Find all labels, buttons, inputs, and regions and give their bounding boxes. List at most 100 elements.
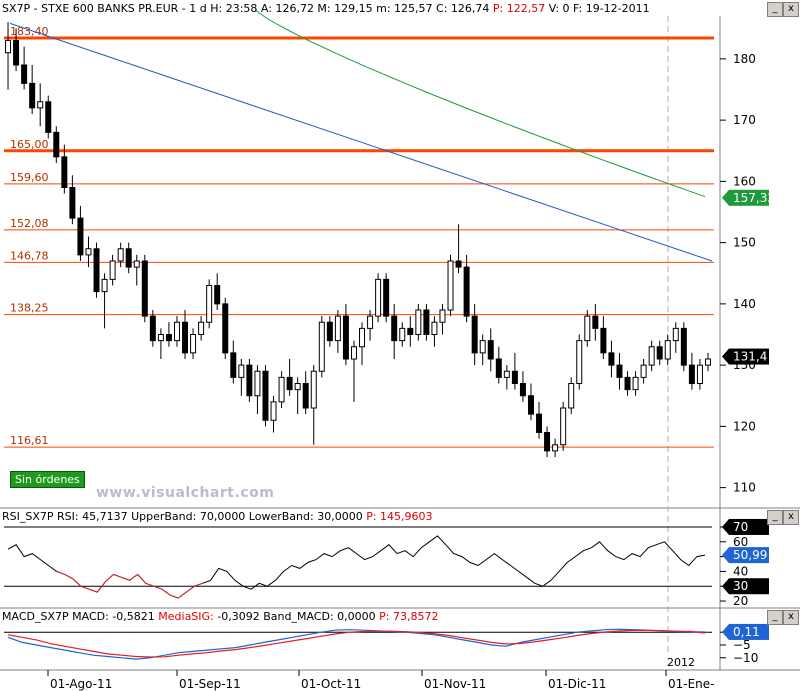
- candle-body: [198, 321, 205, 335]
- candle-body: [672, 327, 679, 342]
- main-header: SX7P - STXE 600 BANKS PR.EUR - 1 d H: 23…: [2, 2, 650, 15]
- candle-body: [463, 266, 470, 317]
- candle-body: [544, 432, 551, 452]
- macd-header-value: MACD: -0,5821: [72, 610, 155, 623]
- candle-body: [254, 370, 261, 397]
- candle-body: [286, 376, 293, 391]
- candle-body: [648, 346, 655, 366]
- candle-body: [359, 327, 366, 348]
- candle-body: [190, 334, 197, 354]
- signal-line: [7, 629, 706, 658]
- x-tick-label: 01-Ago-11: [50, 677, 112, 691]
- x-tick-label: 01-Nov-11: [424, 677, 486, 691]
- macd-close-button[interactable]: x: [783, 610, 799, 625]
- rsi-y-tick-label: 60: [733, 535, 748, 549]
- macd-y-tick-label: −10: [733, 651, 758, 665]
- candle-body: [415, 309, 422, 335]
- y-tick-label: 160: [733, 174, 756, 188]
- candle-body: [222, 303, 229, 354]
- candle-body: [664, 340, 671, 360]
- macd-minimize-button[interactable]: _: [767, 610, 783, 625]
- close-button[interactable]: x: [783, 2, 799, 17]
- candle-body: [696, 364, 703, 384]
- candle-body: [568, 383, 575, 409]
- rsi-price-tag: [729, 547, 769, 564]
- macd-price-tag: [729, 623, 769, 640]
- candle-body: [527, 395, 534, 415]
- candle-body: [608, 352, 615, 366]
- rsi-header: RSI_SX7P RSI: 45,7137 UpperBand: 70,0000…: [2, 510, 433, 523]
- candle-body: [471, 315, 478, 354]
- orders-badge[interactable]: Sin órdenes: [10, 471, 85, 488]
- rsi-price-tag-label: 50,99: [733, 548, 767, 562]
- candle-body: [552, 444, 559, 452]
- rsi-header-p: P: 145,9603: [366, 510, 433, 523]
- candle-body: [391, 315, 398, 342]
- candle-body: [133, 260, 140, 268]
- macd-header-name: MACD_SX7P: [2, 610, 69, 623]
- y-tick-label: 110: [733, 481, 756, 495]
- x-tick-label: 01-Ene-: [668, 677, 715, 691]
- macd-price-tag-arrow: [722, 623, 729, 640]
- candle-body: [37, 101, 44, 109]
- candle-body: [383, 278, 390, 317]
- rsi-close-button[interactable]: x: [783, 510, 799, 525]
- rsi-minimize-button[interactable]: _: [767, 510, 783, 525]
- candle-body: [310, 370, 317, 409]
- level-label: 165,00: [10, 138, 49, 151]
- y-tick-label: 180: [733, 52, 756, 66]
- candle-body: [101, 278, 108, 293]
- level-label: 152,08: [10, 217, 49, 230]
- candle-body: [182, 321, 189, 354]
- main-header-tail: V: 0 F: 19-12-2011: [548, 2, 650, 15]
- price-tag-arrow: [722, 189, 729, 206]
- blue-trendline: [9, 22, 713, 262]
- candle-body: [294, 383, 301, 391]
- candle-body: [246, 364, 253, 397]
- candle-body: [656, 346, 663, 360]
- price-tag-label: 131,4: [733, 350, 767, 364]
- level-label: 146,78: [10, 249, 49, 262]
- candle-body: [479, 340, 486, 354]
- level-label: 138,25: [10, 302, 49, 315]
- candle-body: [600, 327, 607, 354]
- moving-average-line: [254, 9, 706, 198]
- rsi-price-tag-label: 30: [733, 579, 748, 593]
- y-tick-label: 120: [733, 419, 756, 433]
- candle-body: [125, 248, 132, 268]
- candle-body: [149, 315, 156, 342]
- candle-body: [157, 334, 164, 342]
- macd-header-sig-value: -0,3092: [217, 610, 260, 623]
- rsi-header-text: RSI_SX7P RSI: 45,7137 UpperBand: 70,0000…: [2, 510, 363, 523]
- candle-body: [367, 315, 374, 329]
- candle-body: [270, 401, 277, 421]
- candle-body: [334, 315, 341, 342]
- main-header-title: SX7P - STXE 600 BANKS PR.EUR - 1 d H: 23…: [2, 2, 490, 15]
- candle-body: [342, 315, 349, 360]
- candle-body: [399, 327, 406, 342]
- rsi-price-tag-label: 70: [733, 520, 748, 534]
- candle-body: [495, 358, 502, 378]
- macd-price-tag-label: 0,11: [733, 625, 760, 639]
- candle-body: [5, 40, 12, 54]
- year-label: 2012: [667, 656, 695, 669]
- candle-body: [77, 217, 84, 256]
- candle-body: [21, 64, 28, 84]
- x-tick-label: 01-Oct-11: [301, 677, 361, 691]
- candle-body: [632, 376, 639, 391]
- candle-body: [511, 370, 518, 384]
- candle-body: [85, 248, 92, 256]
- candle-body: [326, 321, 333, 342]
- candle-body: [519, 383, 526, 397]
- candle-body: [238, 364, 245, 378]
- candle-body: [487, 340, 494, 360]
- macd-y-tick-label: −5: [733, 638, 751, 652]
- price-tag-label: 157,32: [733, 191, 775, 205]
- candle-body: [447, 260, 454, 311]
- rsi-price-tag-arrow: [722, 578, 729, 595]
- minimize-button[interactable]: _: [767, 2, 783, 17]
- macd-line: [7, 628, 706, 660]
- candle-body: [206, 285, 213, 323]
- candle-body: [302, 383, 309, 409]
